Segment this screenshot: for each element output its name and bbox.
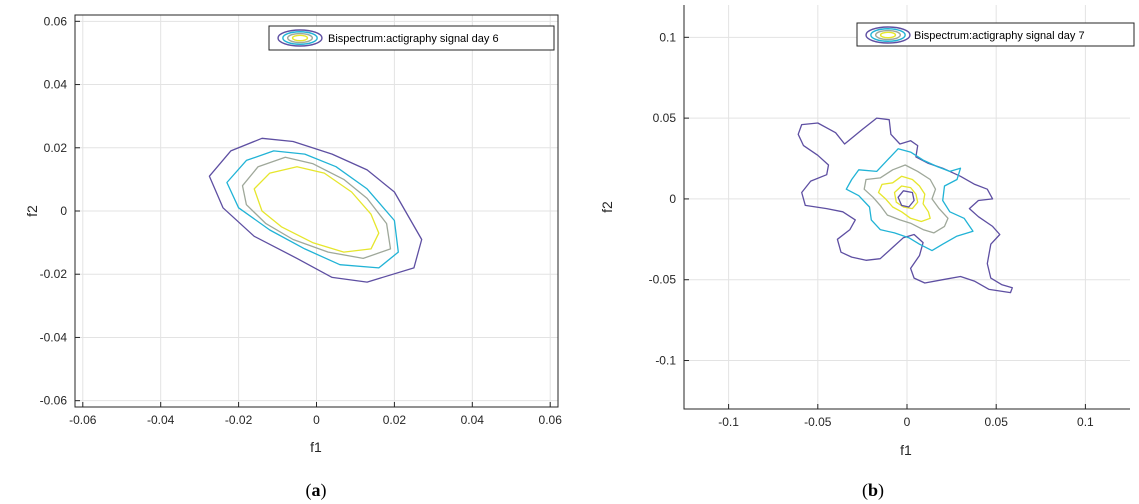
caption-a: (a) bbox=[306, 480, 327, 501]
caption-b: (b) bbox=[862, 480, 884, 501]
contour-level-5 bbox=[893, 185, 919, 210]
legend-contour-icon-a bbox=[277, 29, 323, 47]
x-tick-label: -0.06 bbox=[69, 413, 97, 427]
contour-level-6 bbox=[897, 190, 915, 208]
contour-level-1 bbox=[208, 137, 423, 283]
y-tick-label: -0.02 bbox=[40, 267, 68, 281]
contour-level-1 bbox=[797, 117, 1013, 294]
caption-b-close: ) bbox=[878, 480, 884, 501]
legend-ring bbox=[277, 29, 323, 47]
legend-ring bbox=[291, 34, 309, 42]
contour-level-3 bbox=[863, 164, 949, 234]
legend-ring bbox=[865, 26, 911, 44]
y-axis-label-a: f2 bbox=[24, 205, 40, 217]
ticks-b: -0.1 -0.05 0 0.05 0.1 -0.1 -0.05 0 0.05 0.1 bbox=[649, 30, 1094, 429]
x-tick-label: -0.1 bbox=[718, 415, 739, 429]
x-axis-label-b: f1 bbox=[900, 442, 912, 458]
legend-ring bbox=[874, 29, 902, 41]
ticks-a: -0.06 -0.04 -0.02 0 0.02 0.04 0.06 -0.06 -0.04 -0… bbox=[40, 14, 563, 427]
caption-b-letter: b bbox=[868, 480, 878, 500]
legend-a: Bispectrum:actigraphy signal day 6 bbox=[268, 25, 555, 51]
caption-b-open: ( bbox=[862, 480, 868, 501]
chart-panel-a: -0.06 -0.04 -0.02 0 0.02 0.04 0.06 -0.06 -0.04 -0… bbox=[24, 14, 562, 455]
x-tick-label: 0.02 bbox=[383, 413, 407, 427]
caption-a-letter: a bbox=[312, 480, 321, 500]
legend-ring bbox=[870, 28, 906, 42]
y-tick-label: 0.1 bbox=[659, 30, 676, 44]
chart-panel-b: -0.1 -0.05 0 0.05 0.1 -0.1 -0.05 0 0.05 0.1 f1 f2… bbox=[599, 5, 1135, 458]
y-tick-label: -0.1 bbox=[655, 354, 676, 368]
contours-b bbox=[797, 117, 1013, 294]
legend-ring bbox=[282, 31, 318, 45]
y-tick-label: -0.06 bbox=[40, 394, 68, 408]
legend-box-b bbox=[856, 22, 1135, 47]
y-tick-label: -0.04 bbox=[40, 330, 68, 344]
contours-a bbox=[208, 137, 423, 283]
contour-level-2 bbox=[226, 150, 399, 269]
x-tick-label: 0 bbox=[313, 413, 320, 427]
legend-ring bbox=[879, 31, 897, 39]
x-axis-label-a: f1 bbox=[310, 439, 322, 455]
x-tick-label: 0.1 bbox=[1077, 415, 1094, 429]
legend-label-a: Bispectrum:actigraphy signal day 6 bbox=[328, 33, 499, 45]
y-tick-label: 0.06 bbox=[44, 14, 68, 28]
y-tick-label: 0 bbox=[669, 192, 676, 206]
x-tick-label: -0.05 bbox=[804, 415, 832, 429]
y-tick-label: 0.04 bbox=[44, 78, 68, 92]
contour-level-2 bbox=[845, 148, 974, 252]
y-tick-label: 0 bbox=[60, 204, 67, 218]
x-tick-label: 0.05 bbox=[985, 415, 1009, 429]
y-tick-label: 0.02 bbox=[44, 141, 68, 155]
contour-level-4 bbox=[253, 166, 380, 253]
x-tick-label: 0.04 bbox=[461, 413, 485, 427]
legend-ring bbox=[286, 32, 314, 44]
y-tick-label: -0.05 bbox=[649, 273, 677, 287]
legend-label-b: Bispectrum:actigraphy signal day 7 bbox=[914, 30, 1085, 42]
y-axis-label-b: f2 bbox=[599, 201, 615, 213]
x-tick-label: 0 bbox=[904, 415, 911, 429]
x-tick-label: -0.04 bbox=[147, 413, 175, 427]
grid-a bbox=[75, 15, 558, 407]
contour-level-3 bbox=[241, 156, 392, 260]
caption-a-open: ( bbox=[306, 480, 312, 501]
x-tick-label: -0.02 bbox=[225, 413, 253, 427]
contour-level-4 bbox=[877, 175, 931, 223]
x-tick-label: 0.06 bbox=[539, 413, 563, 427]
axes-frame-b bbox=[683, 5, 1130, 410]
y-tick-label: 0.05 bbox=[653, 111, 677, 125]
caption-a-close: ) bbox=[321, 480, 327, 501]
legend-contour-icon-b bbox=[865, 26, 911, 44]
legend-b: Bispectrum:actigraphy signal day 7 bbox=[856, 22, 1135, 47]
